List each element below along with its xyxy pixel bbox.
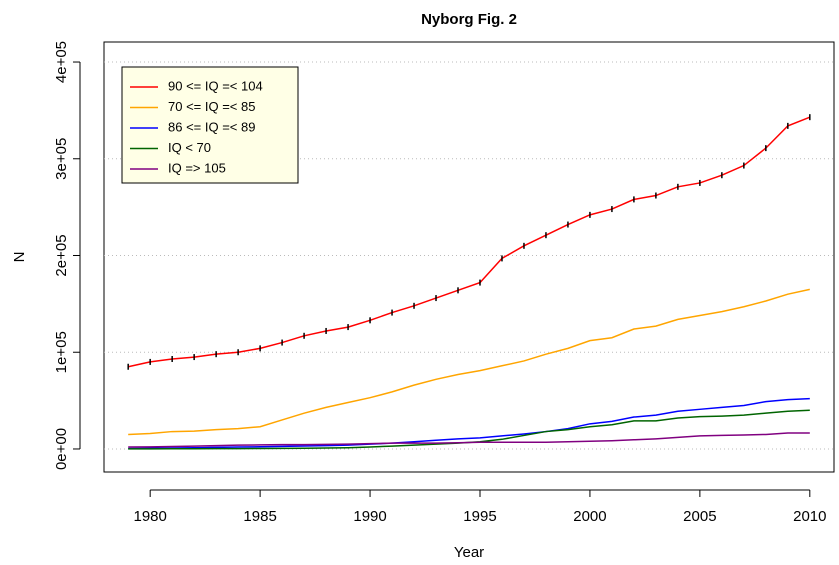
series-line [128, 397, 810, 450]
x-tick-label: 2010 [793, 508, 826, 525]
y-tick-label: 4e+05 [53, 41, 70, 83]
y-tick-label: 3e+05 [53, 138, 70, 180]
plot-frame [103, 41, 835, 473]
y-tick-label: 0e+00 [53, 428, 70, 470]
legend-label: 70 <= IQ =< 85 [168, 99, 255, 114]
x-tick-label: 2000 [573, 508, 606, 525]
x-tick-label: 1990 [353, 508, 386, 525]
legend-label: 86 <= IQ =< 89 [168, 119, 255, 134]
chart-title: Nyborg Fig. 2 [421, 11, 517, 28]
y-tick-label: 2e+05 [53, 234, 70, 276]
legend-label: IQ < 70 [168, 140, 211, 155]
y-axis-label: N [11, 252, 28, 263]
x-tick-label: 1980 [133, 508, 166, 525]
legend-label: IQ => 105 [168, 160, 226, 175]
x-tick-label: 2005 [683, 508, 716, 525]
legend-label: 90 <= IQ =< 104 [168, 78, 263, 93]
x-tick-label: 1995 [463, 508, 496, 525]
series-line [128, 432, 810, 448]
series-line [128, 288, 810, 436]
series-line [128, 116, 811, 368]
y-tick-label: 1e+05 [53, 331, 70, 373]
x-tick-label: 1985 [243, 508, 276, 525]
x-axis-label: Year [454, 544, 484, 561]
